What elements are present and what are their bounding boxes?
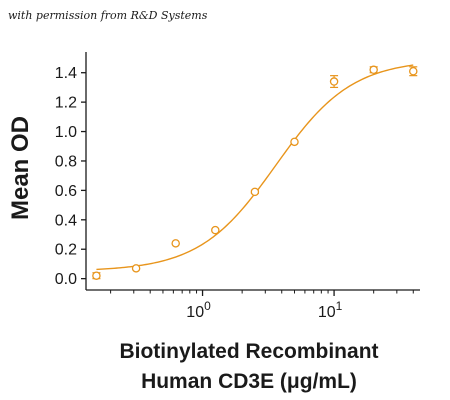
data-point-3: [211, 225, 220, 235]
y-axis-label: Mean OD: [7, 116, 34, 220]
data-point-2: [171, 239, 180, 248]
x-axis-label-line-2-text: Human CD3E (μg/mL): [141, 370, 357, 393]
data-point-8: [409, 66, 418, 76]
y-tick-label-3: 0.6: [55, 183, 77, 200]
data-point-7: [369, 65, 378, 75]
data-point-4: [250, 187, 260, 197]
y-tick-label-6: 1.2: [55, 95, 77, 112]
fit-curve: [96, 64, 414, 271]
y-tick-label-4: 0.8: [55, 153, 77, 170]
x-axis-label-line-2: Human CD3E (μg/mL): [141, 370, 357, 393]
y-tick-label-2: 0.4: [55, 212, 77, 229]
y-tick-label-1: 0.2: [55, 242, 77, 259]
y-tick-label-5: 1.0: [55, 124, 77, 141]
data-point-0: [92, 271, 101, 280]
data-point-6: [329, 77, 339, 86]
data-point-1: [131, 264, 141, 273]
y-tick-label-0: 0.0: [55, 271, 77, 288]
x-tick-label-0: 100: [186, 299, 211, 321]
x-axis-label-line-1: Biotinylated Recombinant: [119, 340, 378, 363]
x-tick-label-1: 101: [318, 299, 343, 321]
data-point-5: [290, 137, 299, 147]
y-tick-label-7: 1.4: [55, 65, 77, 82]
attribution-text: with permission from R&D Systems: [8, 9, 208, 22]
